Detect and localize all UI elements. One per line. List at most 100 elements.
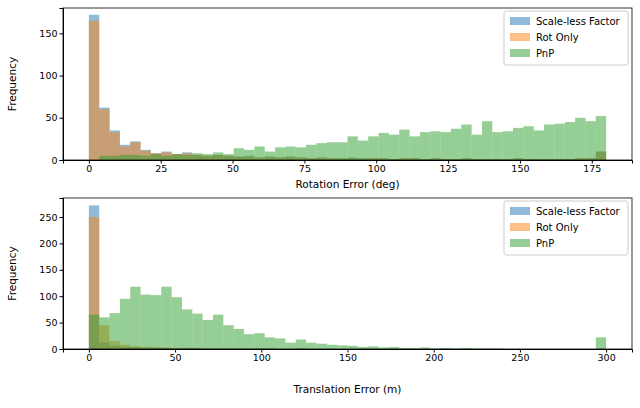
bars [89, 15, 606, 160]
bar [182, 152, 192, 160]
bar [306, 343, 316, 349]
x-tick: 300 [598, 349, 616, 363]
x-axis: 050100150200250300 [64, 349, 633, 363]
bar [120, 146, 130, 160]
y-tick: 0 [51, 344, 63, 355]
legend-swatch [510, 17, 530, 25]
y-tick: 100 [39, 70, 63, 81]
x-tick: 100 [253, 349, 271, 363]
x-tick: 100 [368, 160, 386, 174]
bar [110, 313, 120, 349]
tick-label: 50 [227, 163, 239, 174]
bar [565, 122, 575, 160]
bar [99, 108, 109, 160]
bar [410, 136, 420, 160]
bar [430, 131, 440, 160]
tick-label: 175 [583, 163, 601, 174]
bar [296, 147, 306, 160]
series [89, 287, 606, 349]
plot-frame [63, 198, 632, 349]
series [89, 205, 306, 349]
tick-mark [60, 160, 64, 161]
x-tick: 75 [299, 160, 311, 174]
legend-label: Scale-less Factor [536, 16, 621, 27]
tick-label: 25 [155, 163, 167, 174]
bar [99, 156, 109, 160]
x-tick: 25 [155, 160, 167, 174]
bar [327, 345, 337, 349]
x-tick: 175 [583, 160, 601, 174]
tick-label: 75 [299, 163, 311, 174]
y-tick: 250 [39, 212, 63, 223]
bar [523, 126, 533, 160]
bar [182, 155, 192, 160]
bar [482, 121, 492, 160]
legend-label: Rot Only [536, 222, 579, 233]
x-tick: 150 [339, 349, 357, 363]
y-tick: 150 [39, 28, 63, 39]
plot-frame [63, 8, 632, 160]
bar [265, 152, 275, 160]
bar [130, 155, 140, 160]
bar [244, 150, 254, 160]
tick-label: 150 [339, 352, 357, 363]
bar [254, 146, 264, 160]
bar [172, 297, 182, 349]
y-tick: 200 [39, 238, 63, 249]
bar [141, 151, 151, 160]
tick-label: 100 [39, 291, 57, 302]
tick-label: 250 [39, 212, 57, 223]
bar [172, 154, 182, 160]
x-tick: 0 [86, 160, 92, 174]
tick-label: 0 [51, 155, 57, 166]
histogram-panel: 050100150200250300050100150200250Transla… [6, 198, 633, 395]
x-axis: 0 25 50 75 100 125 150 175 [64, 160, 633, 174]
tick-label: 125 [440, 163, 458, 174]
bar [306, 145, 316, 160]
bar [296, 339, 306, 349]
bar [451, 129, 461, 160]
bar [141, 150, 151, 160]
legend: Scale-less FactorRot OnlyPnP [504, 11, 628, 65]
y-axis: 0 50 100 150 [39, 9, 63, 166]
tick-mark [60, 33, 64, 34]
bar [337, 345, 347, 349]
tick-label: 50 [45, 317, 57, 328]
legend-box [504, 11, 628, 65]
bar [596, 337, 606, 349]
figure: 0255075100125150175050100150Rotation Err… [0, 0, 640, 408]
bar [513, 128, 523, 160]
legend-swatch [510, 207, 530, 215]
bar [213, 315, 223, 349]
bar [99, 317, 109, 349]
tick-label: 50 [45, 112, 57, 123]
series [89, 15, 606, 160]
bar [182, 153, 192, 160]
legend-label: Rot Only [536, 32, 579, 43]
bar [275, 338, 285, 349]
bar [265, 337, 275, 349]
bars [89, 205, 606, 349]
tick-label: 100 [253, 352, 271, 363]
tick-label: 200 [425, 352, 443, 363]
x-tick: 150 [511, 160, 529, 174]
bar [89, 21, 99, 160]
legend-box [504, 201, 628, 255]
bar [141, 156, 151, 160]
y-tick: 150 [39, 264, 63, 275]
bar [203, 320, 213, 349]
bar [151, 153, 161, 160]
tick-label: 300 [598, 352, 616, 363]
bar [554, 124, 564, 160]
tick-mark [60, 349, 64, 350]
bar [151, 295, 161, 349]
bar [575, 118, 585, 160]
bar [223, 154, 233, 160]
x-tick: 50 [227, 160, 239, 174]
y-tick: 100 [39, 291, 63, 302]
tick-label: 150 [511, 163, 529, 174]
bar [379, 133, 389, 160]
bar [316, 344, 326, 349]
legend-swatch [510, 239, 530, 247]
bar [110, 130, 120, 160]
